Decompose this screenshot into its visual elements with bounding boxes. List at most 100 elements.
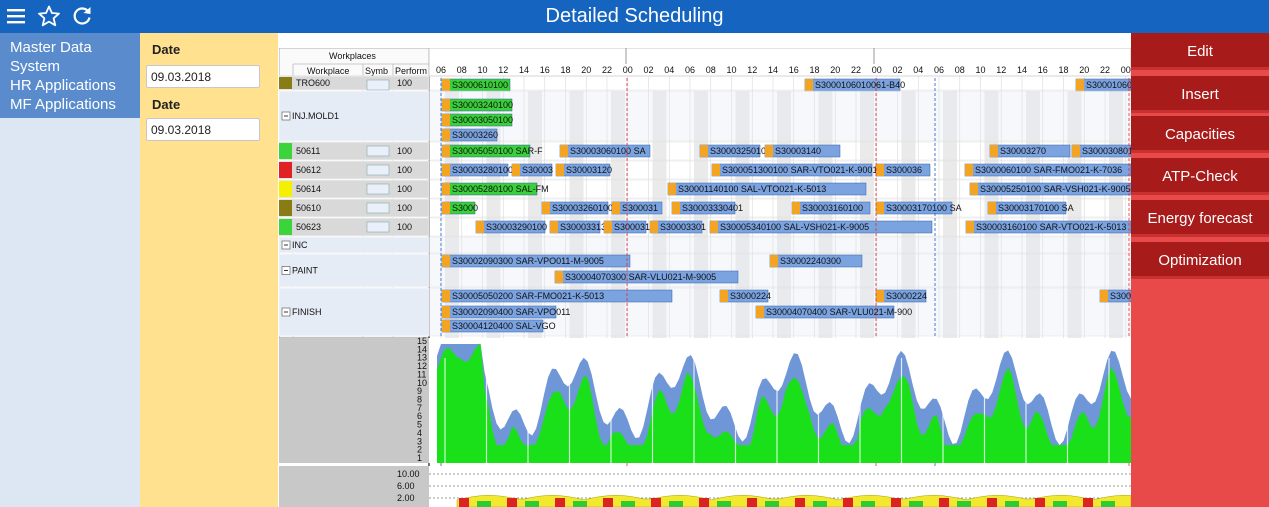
sidebar-item-mf-applications[interactable]: MF Applications [10,96,116,113]
date-to-label: Date [152,97,181,112]
capacities-button[interactable]: Capacities [1131,116,1269,153]
hour-tick-label: 00 [623,65,633,75]
load-axis-tick: 11 [417,369,426,379]
insert-button[interactable]: Insert [1131,76,1269,113]
star-icon[interactable] [38,5,60,27]
setup-segment [756,306,764,318]
sidebar-item-master-data[interactable]: Master Data [10,39,92,56]
energy-base-marker [717,501,731,507]
menu-icon[interactable] [5,5,27,27]
optimization-button[interactable]: Optimization [1131,242,1269,279]
hour-tick-label: 10 [976,65,986,75]
operation-label: S30003160100 SAR-VTO021-K-5013 [976,222,1126,232]
energy-peak-marker [747,498,757,507]
hour-tick-label: 12 [498,65,508,75]
operation-label: S30002240300 [780,256,841,266]
workplace-name: 50614 [296,184,321,194]
load-axis-tick: 6 [417,411,422,421]
operation-label: S3000224 [730,291,771,301]
energy-base-marker [1053,501,1067,507]
operation-label: S3000 [1110,291,1131,301]
workplace-symbol-icon [366,145,390,157]
header-workplace-column: Workplace [307,66,349,76]
energy-peak-marker [843,498,853,507]
energy-peak-marker [891,498,901,507]
sidebar-menu: Master Data System HR Applications MF Ap… [0,33,140,118]
date-from-input[interactable] [146,65,260,88]
date-to-input[interactable] [146,118,260,141]
workplace-name: 50623 [296,222,321,232]
operation-label: S3000060100 SAR-FMO021-K-7036 [975,165,1122,175]
load-chart-axis-panel [279,338,429,463]
setup-segment [876,164,884,176]
operation-label: S30004070300 SAR-VLU021-M-9005 [565,272,716,282]
workplace-symbol-icon [366,202,390,214]
workplace-group-label: INJ.MOLD1 [292,111,339,121]
setup-segment [668,183,676,195]
workplace-symbol-icon [366,221,390,233]
energy-base-marker [525,501,539,507]
setup-segment [720,290,728,302]
status-indicator [279,162,292,178]
energy-base-marker [909,501,923,507]
operation-label: S3000106010 [1086,80,1131,90]
load-axis-tick: 12 [417,361,427,371]
workplace-row[interactable] [278,287,430,337]
setup-segment [556,164,564,176]
setup-segment [604,221,612,233]
setup-segment [1072,145,1080,157]
setup-segment [765,145,773,157]
sidebar-item-system[interactable]: System [10,58,61,75]
header-symbol-column: Symb [365,66,388,76]
workplace-performance: 100 [397,222,412,232]
setup-segment [442,145,450,157]
operation-label: S30003301 [660,222,706,232]
hour-tick-label: 20 [581,65,591,75]
hour-tick-label: 10 [727,65,737,75]
operation-label: S30002090400 SAR-VPO011 [452,307,570,317]
energy-peak-marker [507,498,517,507]
energy-axis-panel [279,466,429,507]
hour-tick-label: 12 [747,65,757,75]
energy-base-marker [1005,501,1019,507]
header-workplaces: Workplaces [329,51,376,61]
operation-label: S30003170100 SA [886,203,962,213]
hour-tick-label: 08 [955,65,965,75]
hour-tick-label: 18 [561,65,571,75]
energy-forecast-button[interactable]: Energy forecast [1131,200,1269,237]
operation-label: S30003050100 [452,115,513,125]
workplace-performance: 100 [397,146,412,156]
operation-label: S30003290100 [486,222,547,232]
edit-button[interactable]: Edit [1131,33,1269,70]
atp-check-button[interactable]: ATP-Check [1131,158,1269,195]
operation-label: S30003120 [566,165,612,175]
gantt-chart: Workplaces Workplace Symb Perform 06 08 10 12 14… [278,47,1143,507]
workplace-performance: 100 [397,78,412,88]
energy-base-marker [477,501,491,507]
operation-label: S3000224 [886,291,927,301]
setup-segment [550,221,558,233]
energy-base-marker [861,501,875,507]
date-from-label: Date [152,42,181,57]
date-filter-panel: Date Date [140,33,278,507]
operation-label: S300036 [886,165,922,175]
setup-segment [876,202,884,214]
energy-peak-marker [939,498,949,507]
workplace-performance: 100 [397,165,412,175]
schedule-row [428,236,1132,254]
load-axis-tick: 15 [417,336,427,346]
refresh-icon[interactable] [71,5,93,27]
shift-shading [528,91,542,339]
workplace-performance: 100 [397,184,412,194]
operation-label: S30003240100 [452,100,513,110]
sidebar-item-hr-applications[interactable]: HR Applications [10,77,116,94]
setup-segment [672,202,680,214]
hour-tick-label: 02 [893,65,903,75]
operation-label: S30003160100 [802,203,863,213]
energy-axis-tick: 6.00 [397,481,415,491]
energy-peak-marker [555,498,565,507]
workplace-row[interactable] [278,90,430,142]
schedule-row [428,75,1132,91]
shift-shading [860,91,874,339]
